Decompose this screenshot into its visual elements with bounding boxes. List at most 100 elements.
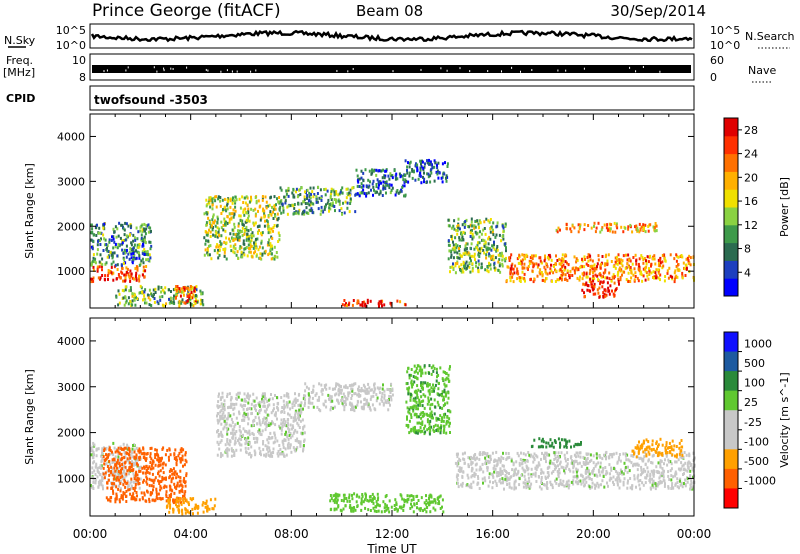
freq-gap	[207, 69, 209, 72]
velocity-cell	[369, 388, 372, 392]
power-cell	[560, 260, 563, 264]
velocity-cell	[178, 497, 181, 501]
velocity-cell	[178, 457, 181, 461]
power-cell	[212, 213, 215, 217]
velocity-cell	[576, 468, 579, 472]
power-cell	[452, 256, 455, 260]
velocity-cell	[93, 469, 96, 473]
power-cell	[242, 239, 245, 243]
power-cell	[255, 237, 257, 241]
power-cell	[257, 231, 260, 235]
power-cell	[659, 258, 661, 262]
velocity-cell	[598, 470, 600, 474]
velocity-cell	[152, 466, 155, 470]
power-cell	[510, 267, 513, 271]
power-cell	[224, 222, 226, 226]
power-cell	[124, 221, 127, 225]
power-cell	[273, 257, 276, 261]
power-cell	[298, 208, 301, 212]
power-cell	[233, 213, 236, 217]
power-cell	[521, 253, 524, 257]
power-cell	[358, 185, 361, 188]
velocity-cell	[146, 477, 148, 481]
power-cell	[127, 273, 130, 277]
velocity-cell	[106, 481, 109, 485]
power-cell	[214, 195, 217, 199]
power-cell	[145, 250, 148, 254]
power-cell	[244, 207, 247, 211]
velocity-cell	[250, 407, 253, 411]
velocity-cell	[172, 476, 175, 480]
power-cell	[644, 266, 646, 270]
velocity-cell	[223, 419, 226, 423]
power-cell	[146, 293, 149, 297]
power-cell	[440, 176, 443, 180]
power-cell	[248, 200, 251, 204]
velocity-cell	[113, 466, 116, 470]
power-cell	[122, 239, 125, 243]
velocity-cell	[158, 480, 161, 484]
power-cell	[592, 285, 595, 288]
power-cell	[90, 277, 93, 281]
velocity-cell	[283, 438, 286, 442]
power-cell	[493, 243, 495, 247]
velocity-cell	[264, 444, 267, 448]
velocity-cell	[283, 405, 286, 409]
velocity-cell	[324, 385, 326, 389]
velocity-cell	[128, 449, 131, 453]
velocity-cell	[135, 478, 138, 482]
power-cell	[211, 207, 214, 211]
velocity-cell	[113, 474, 116, 478]
velocity-cell	[151, 479, 154, 483]
velocity-cell	[254, 407, 257, 411]
power-cell	[218, 253, 221, 257]
velocity-cell	[167, 455, 170, 459]
power-cell	[411, 168, 414, 171]
power-cell	[633, 267, 636, 271]
velocity-cell	[134, 474, 137, 478]
velocity-cell	[180, 447, 183, 451]
velocity-cell	[348, 505, 351, 509]
power-cell	[416, 166, 419, 170]
power-cell	[554, 268, 556, 272]
power-cell	[592, 279, 595, 283]
velocity-cell	[181, 488, 184, 492]
power-cell	[686, 256, 689, 260]
power-cell	[117, 289, 120, 293]
power-cell	[604, 294, 607, 298]
power-cell	[258, 245, 261, 249]
power-cell	[514, 264, 517, 268]
power-cell	[585, 275, 588, 279]
velocity-cell	[486, 452, 489, 456]
velocity-cell	[421, 429, 424, 433]
velocity-cell	[412, 426, 415, 430]
velocity-cell	[354, 382, 357, 386]
power-cell	[153, 297, 156, 300]
power-cell	[366, 298, 369, 302]
velocity-cell	[137, 449, 140, 453]
velocity-cell	[433, 430, 436, 433]
freq-gap	[231, 70, 233, 73]
power-cell	[252, 234, 255, 238]
velocity-cell	[187, 501, 190, 505]
power-cell	[612, 276, 615, 280]
power-cell	[466, 252, 469, 256]
velocity-cell	[362, 383, 365, 387]
power-cell	[143, 248, 146, 251]
power-cell	[594, 273, 597, 277]
power-cell	[596, 265, 598, 269]
power-cell	[380, 302, 383, 306]
power-cell	[502, 229, 505, 233]
power-cell	[324, 187, 327, 191]
power-cell	[101, 268, 103, 272]
power-cell	[586, 275, 589, 279]
power-cell	[571, 224, 574, 228]
power-cell	[315, 195, 318, 199]
velocity-cell	[442, 370, 445, 374]
power-cell	[673, 277, 676, 281]
power-cell	[193, 300, 196, 304]
velocity-cell	[244, 404, 246, 407]
velocity-cell	[426, 501, 429, 505]
power-cell	[269, 210, 272, 214]
velocity-cell	[660, 459, 663, 463]
